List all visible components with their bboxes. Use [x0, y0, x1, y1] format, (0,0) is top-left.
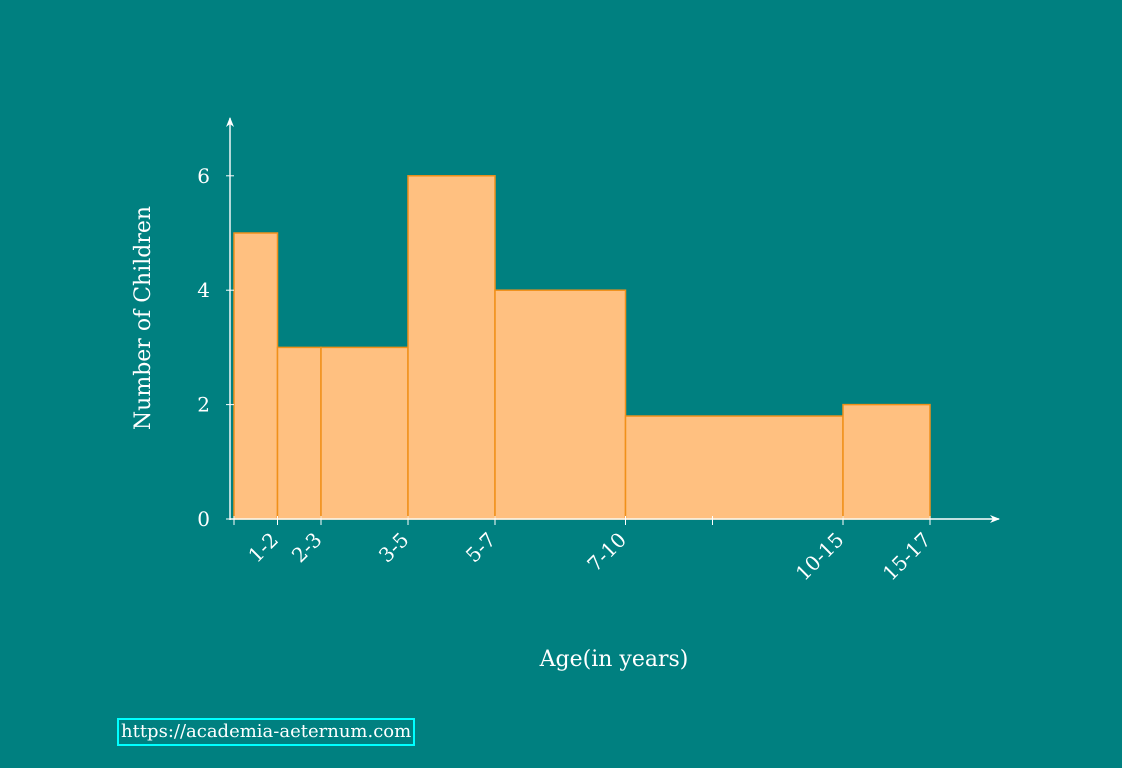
- x-tick-label: 2-3: [287, 528, 327, 568]
- y-axis-title: Number of Children: [131, 206, 156, 430]
- histogram-bar: [407, 175, 496, 520]
- histogram-bar: [624, 415, 844, 520]
- y-tick-label: 6: [197, 164, 210, 188]
- y-tick-label: 4: [197, 278, 210, 302]
- x-tick-label: 10-15: [791, 528, 849, 586]
- y-tick-label: 2: [197, 393, 210, 417]
- x-tick-label: 15-17: [878, 528, 936, 586]
- source-url-link[interactable]: https://academia-aeternum.com: [117, 718, 416, 746]
- x-tick-label: 1-2: [243, 528, 283, 568]
- histogram-bar: [842, 403, 931, 520]
- bars-layer: [233, 175, 931, 520]
- histogram-bar: [494, 289, 627, 520]
- histogram-bar: [233, 232, 279, 520]
- y-tick-label: 0: [197, 507, 210, 531]
- x-tick-label: 3-5: [374, 528, 414, 568]
- histogram-bar: [276, 346, 322, 520]
- x-tick-label: 7-10: [582, 528, 631, 577]
- histogram-bar: [320, 346, 409, 520]
- x-axis-title: Age(in years): [539, 647, 689, 672]
- x-tick-label: 5-7: [461, 528, 501, 568]
